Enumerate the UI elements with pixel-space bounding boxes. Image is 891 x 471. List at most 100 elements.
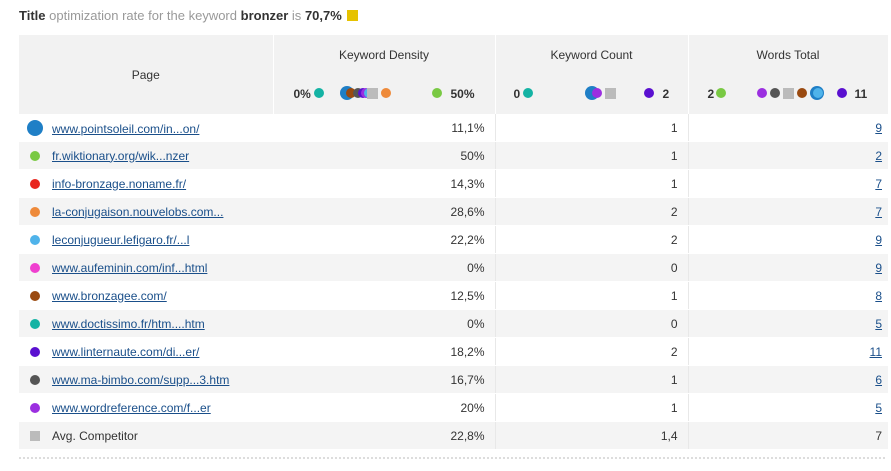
- site-link[interactable]: www.aufeminin.com/inf...html: [52, 260, 208, 275]
- marker-dot: [715, 88, 726, 98]
- count-cell: 1: [495, 281, 689, 310]
- words-total-link[interactable]: 7: [875, 176, 882, 191]
- density-cell: 50%: [273, 141, 496, 170]
- marker-dot: [522, 88, 533, 98]
- count-cell: 1: [495, 365, 689, 394]
- avg-density-cell: 22,8%: [273, 421, 496, 450]
- density-cell: 0%: [273, 253, 496, 282]
- words-total-link[interactable]: 7: [875, 204, 882, 219]
- table-row: www.aufeminin.com/inf...html 0% 0 9: [19, 253, 888, 282]
- avg-marker-square: [782, 88, 794, 99]
- density-cell: 12,5%: [273, 281, 496, 310]
- table-row: la-conjugaison.nouvelobs.com... 28,6% 2 …: [19, 197, 888, 226]
- site-link[interactable]: www.bronzagee.com/: [52, 288, 167, 303]
- site-link[interactable]: www.pointsoleil.com/in...on/: [52, 121, 200, 136]
- headline-is: is: [291, 8, 302, 23]
- headline: Title optimization rate for the keyword …: [19, 8, 358, 23]
- table-row: www.wordreference.com/f...er 20% 1 5: [19, 393, 888, 422]
- site-link[interactable]: info-bronzage.noname.fr/: [52, 176, 187, 191]
- site-link[interactable]: www.doctissimo.fr/htm....htm: [52, 316, 205, 331]
- marker-dot: [643, 88, 654, 98]
- site-link[interactable]: leconjugueur.lefigaro.fr/...l: [52, 232, 190, 247]
- words-scale: 2 11: [688, 74, 889, 114]
- count-cell: 0: [495, 253, 689, 282]
- words-total-link[interactable]: 8: [875, 288, 882, 303]
- avg-competitor-row: Avg. Competitor 22,8% 1,4 7: [19, 421, 888, 450]
- count-cell: 1: [495, 114, 689, 142]
- avg-words-cell: 7: [688, 421, 888, 450]
- density-cell: 0%: [273, 309, 496, 338]
- count-cell: 0: [495, 309, 689, 338]
- words-total-link[interactable]: 2: [875, 148, 882, 163]
- avg-marker-square: [604, 88, 616, 99]
- footer-divider: [19, 457, 885, 459]
- avg-square-icon: [30, 430, 40, 441]
- count-cell: 2: [495, 337, 689, 366]
- site-link[interactable]: www.wordreference.com/f...er: [52, 400, 211, 415]
- density-scale-min: 0%: [293, 87, 311, 101]
- marker-dot: [591, 88, 602, 98]
- count-cell: 2: [495, 225, 689, 254]
- count-scale-min: 0: [513, 87, 521, 101]
- marker-dot: [380, 88, 391, 98]
- density-scale-max: 50%: [450, 87, 475, 101]
- site-color-dot: [30, 290, 40, 301]
- marker-dot: [313, 88, 324, 98]
- words-total-link[interactable]: 11: [869, 344, 882, 359]
- site-color-dot: [30, 206, 40, 217]
- density-scale: 0% 50%: [273, 74, 496, 114]
- words-total-link[interactable]: 5: [875, 316, 882, 331]
- count-scale-max: 2: [662, 87, 670, 101]
- count-cell: 2: [495, 197, 689, 226]
- words-total-link[interactable]: 9: [875, 260, 882, 275]
- headline-text: optimization rate for the keyword: [49, 8, 237, 23]
- site-link[interactable]: la-conjugaison.nouvelobs.com...: [52, 204, 224, 219]
- density-cell: 11,1%: [273, 114, 496, 142]
- rate-indicator-icon: [346, 10, 358, 21]
- words-scale-max: 11: [854, 87, 868, 101]
- marker-dot: [812, 88, 823, 98]
- site-color-dot: [30, 402, 40, 413]
- density-cell: 28,6%: [273, 197, 496, 226]
- column-header-count: Keyword Count: [495, 35, 689, 74]
- density-cell: 22,2%: [273, 225, 496, 254]
- count-cell: 1: [495, 169, 689, 198]
- avg-marker-square: [366, 88, 378, 99]
- marker-dot: [345, 88, 356, 98]
- column-header-words: Words Total: [688, 35, 889, 74]
- marker-dot: [769, 88, 780, 98]
- headline-label: Title: [19, 8, 46, 23]
- density-cell: 14,3%: [273, 169, 496, 198]
- count-scale: 0 2: [495, 74, 689, 114]
- table-row: www.pointsoleil.com/in...on/ 11,1% 1 9: [19, 114, 888, 142]
- table-row: info-bronzage.noname.fr/ 14,3% 1 7: [19, 169, 888, 198]
- site-color-dot: [30, 262, 40, 273]
- site-link[interactable]: www.ma-bimbo.com/supp...3.htm: [52, 372, 230, 387]
- site-color-dot: [30, 346, 40, 357]
- site-color-dot: [30, 374, 40, 385]
- density-cell: 18,2%: [273, 337, 496, 366]
- table-row: www.linternaute.com/di...er/ 18,2% 2 11: [19, 337, 888, 366]
- count-cell: 1: [495, 393, 689, 422]
- words-total-link[interactable]: 5: [875, 400, 882, 415]
- site-link[interactable]: www.linternaute.com/di...er/: [52, 344, 200, 359]
- avg-count-cell: 1,4: [495, 421, 689, 450]
- site-link[interactable]: fr.wiktionary.org/wik...nzer: [52, 148, 190, 163]
- marker-dot: [431, 88, 442, 98]
- table-row: leconjugueur.lefigaro.fr/...l 22,2% 2 9: [19, 225, 888, 254]
- words-total-link[interactable]: 9: [875, 120, 882, 135]
- words-total-link[interactable]: 6: [875, 372, 882, 387]
- table-row: www.doctissimo.fr/htm....htm 0% 0 5: [19, 309, 888, 338]
- table-row: www.bronzagee.com/ 12,5% 1 8: [19, 281, 888, 310]
- column-header-density: Keyword Density: [273, 35, 496, 74]
- table-row: www.ma-bimbo.com/supp...3.htm 16,7% 1 6: [19, 365, 888, 394]
- competitor-table: Page Keyword Density Keyword Count Words…: [19, 35, 889, 450]
- headline-rate: 70,7%: [304, 8, 342, 23]
- words-total-link[interactable]: 9: [875, 232, 882, 247]
- avg-label: Avg. Competitor: [52, 428, 138, 443]
- count-cell: 1: [495, 141, 689, 170]
- site-color-dot: [30, 150, 40, 161]
- marker-dot: [756, 88, 767, 98]
- site-color-dot: [30, 178, 40, 189]
- table-row: fr.wiktionary.org/wik...nzer 50% 1 2: [19, 141, 888, 170]
